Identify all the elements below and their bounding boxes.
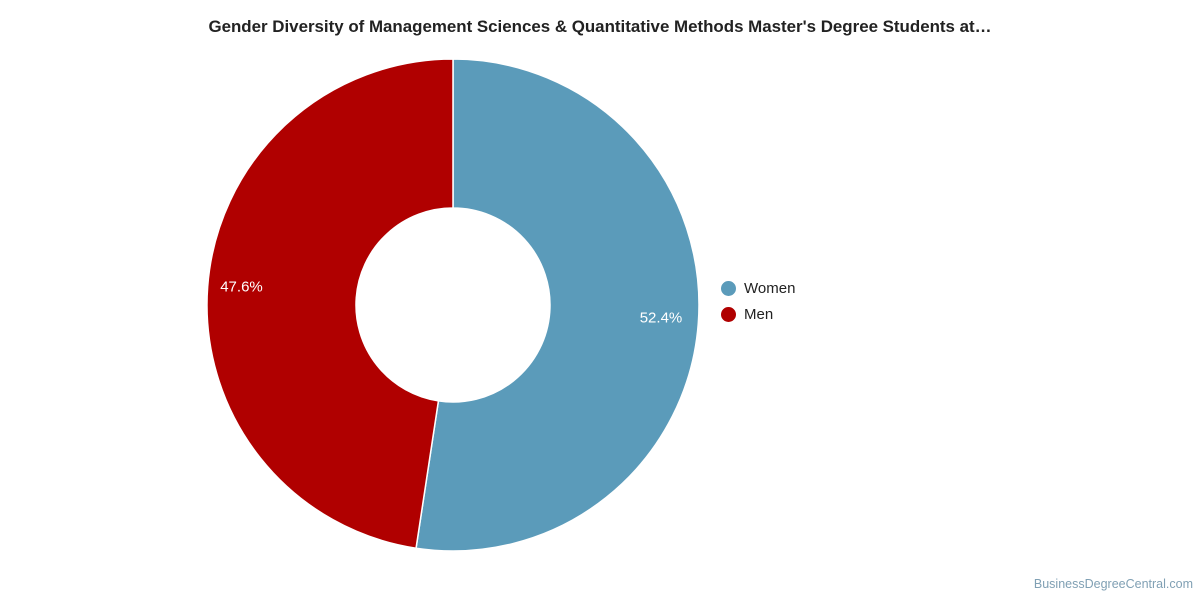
svg-text:52.4%: 52.4% [640,310,683,327]
svg-text:47.6%: 47.6% [220,279,263,296]
